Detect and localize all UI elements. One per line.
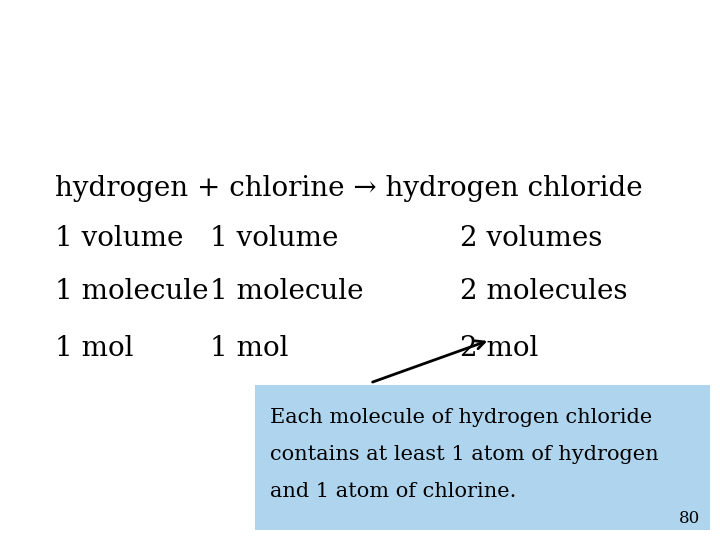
Text: 1 molecule: 1 molecule <box>210 278 364 305</box>
Text: 80: 80 <box>679 510 700 527</box>
Text: 1 molecule: 1 molecule <box>55 278 209 305</box>
Text: 2 mol: 2 mol <box>460 335 539 362</box>
Text: 1 volume: 1 volume <box>210 225 338 252</box>
Text: 1 mol: 1 mol <box>55 335 133 362</box>
Text: contains at least 1 atom of hydrogen: contains at least 1 atom of hydrogen <box>270 445 659 464</box>
Text: 1 volume: 1 volume <box>55 225 184 252</box>
Text: 2 volumes: 2 volumes <box>460 225 603 252</box>
Text: 2 molecules: 2 molecules <box>460 278 628 305</box>
Text: hydrogen + chlorine → hydrogen chloride: hydrogen + chlorine → hydrogen chloride <box>55 175 643 202</box>
Text: Each molecule of hydrogen chloride: Each molecule of hydrogen chloride <box>270 408 652 427</box>
Text: and 1 atom of chlorine.: and 1 atom of chlorine. <box>270 482 516 501</box>
Bar <box>255 385 710 530</box>
Text: 1 mol: 1 mol <box>210 335 289 362</box>
